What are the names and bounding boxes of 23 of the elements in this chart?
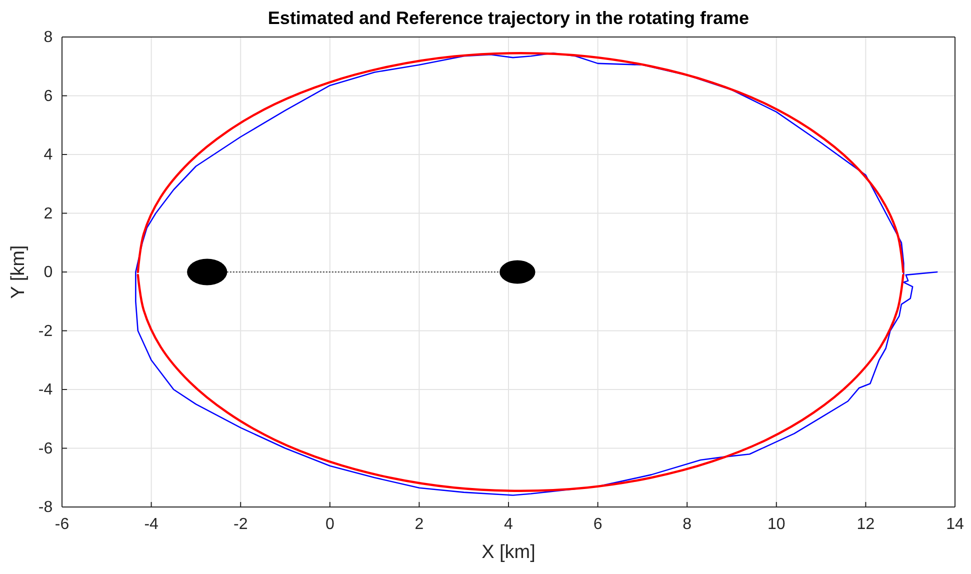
y-tick-label: 2 [44,205,53,222]
y-tick-label: -2 [38,322,53,340]
x-tick-label: 8 [682,516,692,534]
x-tick-label: 6 [593,516,602,534]
y-tick-label: -8 [38,499,53,516]
x-tick-label: 12 [856,516,875,534]
y-tick-label: -4 [38,382,53,399]
x-tick-label: 0 [325,516,334,534]
y-axis-title: Y [km] [8,245,29,299]
x-axis-title: X [km] [482,542,536,563]
y-tick-label: -6 [38,440,53,458]
x-tick-label: -2 [233,516,248,534]
x-tick-label: 14 [946,516,964,534]
x-tick-label: 4 [504,516,514,534]
y-tick-label: 8 [44,29,53,46]
x-tick-label: 10 [768,516,786,534]
x-tick-label: -6 [54,516,70,534]
y-tick-label: 6 [44,88,53,105]
x-tick-label: 2 [414,516,424,534]
y-tick-label: 4 [44,146,53,164]
y-tick-label: 0 [44,264,53,282]
x-tick-label: -4 [144,516,159,534]
chart-title: Estimated and Reference trajectory in the rotating frame [268,8,750,28]
